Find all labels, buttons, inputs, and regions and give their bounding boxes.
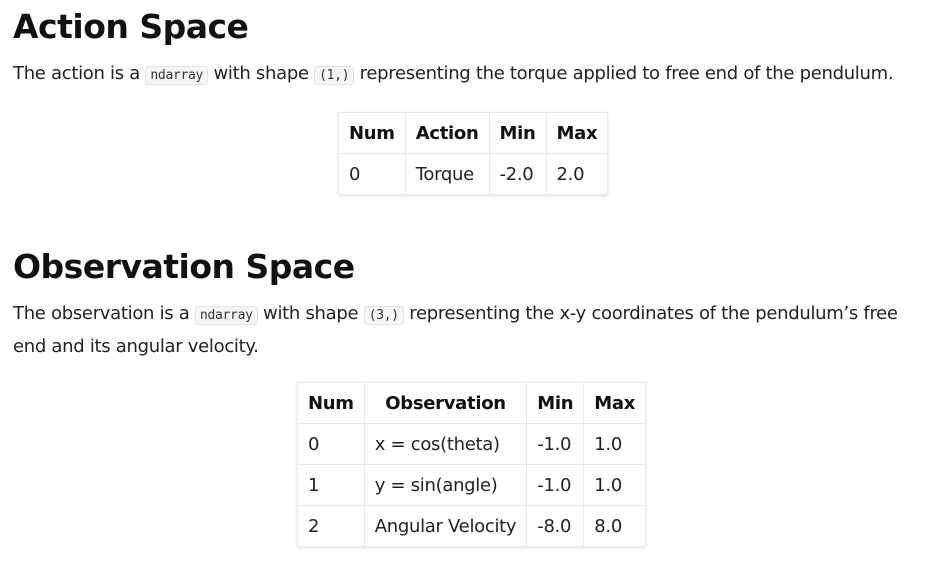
obs-type-code: ndarray — [194, 306, 258, 325]
action-space-table: Num Action Min Max 0 Torque -2.0 2.0 — [338, 112, 609, 195]
obs-desc-middle: with shape — [257, 303, 364, 324]
cell-num: 0 — [338, 153, 406, 195]
action-space-description: The action is a ndarray with shape (1,) … — [13, 58, 918, 91]
column-header-min: Min — [526, 382, 585, 424]
cell-num: 2 — [297, 505, 365, 547]
observation-space-heading: Observation Space — [13, 247, 355, 286]
action-space-heading: Action Space — [13, 7, 249, 46]
obs-desc-prefix: The observation is a — [13, 303, 195, 324]
table-row: 1 y = sin(angle) -1.0 1.0 — [297, 464, 647, 506]
cell-min: -1.0 — [526, 423, 585, 465]
table-header-row: Num Observation Min Max — [297, 382, 647, 424]
cell-min: -8.0 — [526, 505, 585, 547]
cell-max: 1.0 — [583, 464, 647, 506]
table-row: 2 Angular Velocity -8.0 8.0 — [297, 505, 647, 547]
obs-shape-code: (3,) — [363, 306, 404, 325]
cell-num: 1 — [297, 464, 365, 506]
observation-space-table: Num Observation Min Max 0 x = cos(theta)… — [297, 382, 647, 547]
table-row: 0 x = cos(theta) -1.0 1.0 — [297, 423, 647, 465]
cell-max: 1.0 — [583, 423, 647, 465]
cell-min: -1.0 — [526, 464, 585, 506]
cell-observation: x = cos(theta) — [363, 423, 528, 465]
cell-observation: Angular Velocity — [363, 505, 528, 547]
column-header-min: Min — [488, 112, 547, 154]
column-header-num: Num — [297, 382, 365, 424]
observation-space-description: The observation is a ndarray with shape … — [13, 298, 918, 362]
cell-max: 8.0 — [583, 505, 647, 547]
column-header-observation: Observation — [363, 382, 528, 424]
action-desc-suffix: representing the torque applied to free … — [354, 63, 894, 84]
action-desc-prefix: The action is a — [13, 63, 146, 84]
table-row: 0 Torque -2.0 2.0 — [338, 153, 609, 195]
cell-observation: y = sin(angle) — [363, 464, 528, 506]
table-header-row: Num Action Min Max — [338, 112, 609, 154]
action-desc-middle: with shape — [208, 63, 315, 84]
column-header-max: Max — [545, 112, 609, 154]
action-type-code: ndarray — [145, 66, 209, 85]
cell-min: -2.0 — [488, 153, 547, 195]
obs-desc-suffix: representing the x-y coordinates of the … — [13, 303, 898, 357]
column-header-num: Num — [338, 112, 406, 154]
column-header-max: Max — [583, 382, 647, 424]
cell-max: 2.0 — [545, 153, 609, 195]
action-shape-code: (1,) — [314, 66, 355, 85]
cell-action: Torque — [404, 153, 490, 195]
column-header-action: Action — [404, 112, 490, 154]
cell-num: 0 — [297, 423, 365, 465]
